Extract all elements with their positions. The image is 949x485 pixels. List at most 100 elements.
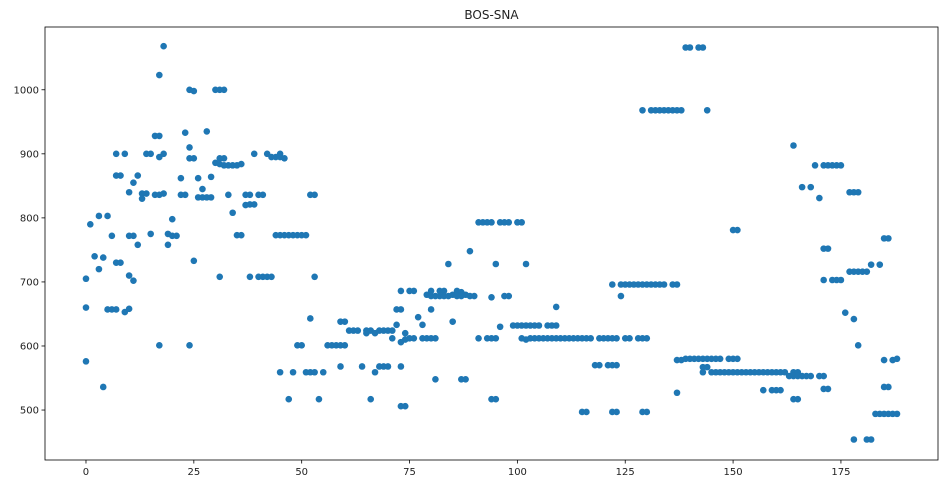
data-point xyxy=(160,190,167,197)
data-point xyxy=(535,322,543,329)
data-point xyxy=(587,334,595,342)
x-tick-label-75: 75 xyxy=(403,467,416,478)
data-point xyxy=(445,260,452,268)
data-point xyxy=(794,395,802,403)
data-point xyxy=(164,241,172,249)
data-point xyxy=(488,294,495,301)
data-point xyxy=(86,220,94,228)
data-point xyxy=(850,436,858,443)
data-point xyxy=(781,368,789,376)
data-point xyxy=(703,363,711,371)
data-point xyxy=(95,265,103,273)
data-point xyxy=(354,327,362,334)
data-point xyxy=(99,254,107,261)
data-point xyxy=(125,305,133,313)
data-point xyxy=(147,230,154,238)
y-tick-label-1000: 1000 xyxy=(14,85,39,96)
data-point xyxy=(401,329,409,337)
data-point xyxy=(885,235,892,242)
data-point xyxy=(95,212,103,220)
data-point xyxy=(168,215,176,223)
data-point xyxy=(268,273,275,281)
data-point xyxy=(160,150,167,158)
data-point xyxy=(643,408,651,416)
x-tick-label-0: 0 xyxy=(83,467,89,478)
data-point xyxy=(341,342,349,349)
data-point xyxy=(867,261,875,268)
data-point xyxy=(427,287,435,295)
data-point xyxy=(703,106,711,114)
data-point xyxy=(319,368,327,376)
data-point xyxy=(596,361,603,369)
x-tick-label-25: 25 xyxy=(187,467,200,478)
data-point xyxy=(156,342,163,349)
data-point xyxy=(130,232,137,240)
data-point xyxy=(850,315,858,323)
data-point xyxy=(466,247,474,255)
data-point xyxy=(639,106,646,114)
data-point xyxy=(337,363,344,370)
data-point xyxy=(311,273,318,281)
data-point xyxy=(121,150,129,158)
data-point xyxy=(397,363,405,370)
data-point xyxy=(388,327,396,334)
data-point xyxy=(820,372,827,380)
data-point xyxy=(220,86,228,94)
y-tick-label-500: 500 xyxy=(20,406,39,417)
data-point xyxy=(759,386,767,394)
data-point xyxy=(673,389,681,397)
data-point xyxy=(186,342,193,349)
data-point xyxy=(496,323,504,331)
data-point xyxy=(285,395,293,403)
data-point xyxy=(401,402,409,410)
data-point xyxy=(207,173,215,181)
data-point xyxy=(885,383,892,391)
data-point xyxy=(367,395,375,403)
data-point xyxy=(518,219,525,226)
data-point xyxy=(190,87,198,95)
data-point xyxy=(250,150,258,158)
data-point xyxy=(893,355,901,363)
data-point xyxy=(259,191,267,199)
data-point xyxy=(686,44,694,51)
data-point xyxy=(734,355,741,363)
data-point xyxy=(289,368,297,376)
x-axis: 0 25 50 75 100 125 150 175 xyxy=(83,460,850,478)
data-point xyxy=(177,174,185,182)
data-point xyxy=(190,155,198,162)
data-point xyxy=(225,191,232,199)
data-point xyxy=(777,386,784,394)
data-point xyxy=(207,194,215,201)
data-point xyxy=(410,287,418,295)
x-tick-label-125: 125 xyxy=(616,467,635,478)
data-point xyxy=(237,160,245,168)
data-point xyxy=(173,232,180,240)
data-point xyxy=(216,273,224,281)
data-point xyxy=(867,436,875,443)
data-point xyxy=(876,261,884,268)
data-point xyxy=(432,375,439,383)
data-point xyxy=(660,281,668,288)
data-point xyxy=(470,292,478,300)
data-point xyxy=(143,190,150,197)
data-point xyxy=(393,321,400,329)
x-tick-label-50: 50 xyxy=(295,467,308,478)
y-tick-label-800: 800 xyxy=(20,213,39,224)
data-point xyxy=(112,306,120,313)
data-point xyxy=(807,183,815,191)
data-point xyxy=(125,272,133,279)
data-point xyxy=(643,334,651,342)
y-tick-label-700: 700 xyxy=(20,277,39,288)
data-point xyxy=(199,185,206,193)
data-point xyxy=(311,191,318,199)
data-point xyxy=(893,410,901,418)
data-point xyxy=(716,355,724,363)
x-tick-label-175: 175 xyxy=(831,467,850,478)
data-point xyxy=(608,281,616,288)
data-point xyxy=(414,313,422,321)
data-point xyxy=(91,253,98,260)
data-point xyxy=(880,356,888,364)
data-point xyxy=(203,128,211,135)
data-point xyxy=(824,245,832,252)
